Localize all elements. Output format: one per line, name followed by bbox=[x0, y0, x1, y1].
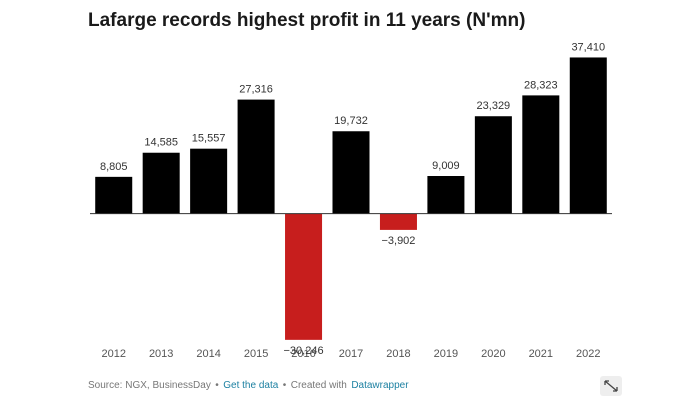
bar bbox=[569, 57, 607, 214]
source: Source: NGX, BusinessDay bbox=[88, 380, 211, 391]
bar bbox=[237, 99, 275, 214]
bar bbox=[95, 176, 133, 214]
bar bbox=[190, 148, 228, 214]
bar bbox=[142, 152, 180, 214]
bar bbox=[474, 116, 512, 214]
x-tick-label: 2017 bbox=[339, 348, 363, 360]
x-tick-label: 2012 bbox=[101, 348, 125, 360]
value-label: 15,557 bbox=[192, 133, 226, 145]
footer: Source: NGX, BusinessDay • Get the data … bbox=[88, 376, 409, 393]
x-tick-label: 2013 bbox=[149, 348, 173, 360]
separator: • bbox=[283, 380, 287, 391]
x-tick-label: 2016 bbox=[291, 348, 315, 360]
bar bbox=[379, 213, 417, 230]
value-label: 27,316 bbox=[239, 84, 273, 96]
get-data-link[interactable]: Get the data bbox=[223, 380, 278, 391]
separator: • bbox=[215, 380, 219, 391]
value-label: 14,585 bbox=[144, 137, 178, 149]
x-tick-label: 2021 bbox=[529, 348, 553, 360]
value-label: 23,329 bbox=[477, 100, 511, 112]
chart-title: Lafarge records highest profit in 11 yea… bbox=[88, 10, 525, 31]
credit: Created with bbox=[291, 380, 347, 391]
bar bbox=[427, 176, 465, 214]
bar bbox=[522, 95, 560, 214]
value-label: 9,009 bbox=[432, 160, 460, 172]
value-label: −30,246 bbox=[284, 345, 324, 357]
bar bbox=[285, 213, 323, 340]
x-tick-label: 2019 bbox=[434, 348, 458, 360]
x-tick-label: 2020 bbox=[481, 348, 505, 360]
datawrapper-link[interactable]: Datawrapper bbox=[351, 380, 409, 391]
x-tick-label: 2014 bbox=[196, 348, 220, 360]
expand-icon bbox=[604, 380, 618, 392]
x-tick-label: 2018 bbox=[386, 348, 410, 360]
value-label: 28,323 bbox=[524, 79, 558, 91]
value-label: −3,902 bbox=[381, 235, 415, 247]
value-label: 37,410 bbox=[571, 41, 605, 53]
x-tick-label: 2015 bbox=[244, 348, 268, 360]
value-label: 19,732 bbox=[334, 115, 368, 127]
bar bbox=[332, 131, 370, 214]
expand-button[interactable] bbox=[600, 376, 622, 396]
x-tick-label: 2022 bbox=[576, 348, 600, 360]
value-label: 8,805 bbox=[100, 161, 128, 173]
